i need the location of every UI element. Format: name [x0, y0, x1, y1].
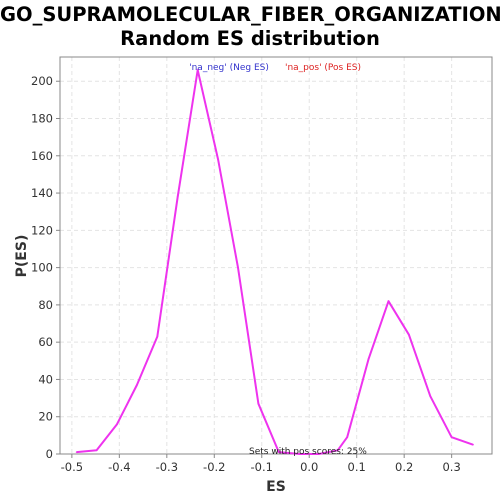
data-point	[116, 423, 118, 425]
data-point	[451, 436, 453, 438]
x-tick-label: 0.3	[442, 460, 460, 474]
plot-frame	[60, 57, 492, 454]
data-point	[368, 358, 370, 360]
y-tick-label: 20	[38, 410, 53, 424]
x-tick-label: -0.3	[156, 460, 178, 474]
x-tick-label: -0.5	[61, 460, 83, 474]
x-tick-label: 0.2	[395, 460, 413, 474]
pos-scores-annotation: Sets with pos scores: 25%	[249, 447, 367, 457]
data-point	[472, 444, 474, 446]
y-tick-label: 0	[46, 447, 53, 461]
legend-item-neg: 'na_neg' (Neg ES)	[189, 63, 269, 73]
y-tick-label: 140	[31, 186, 53, 200]
x-tick-label: -0.2	[203, 460, 225, 474]
y-tick-label: 120	[31, 223, 53, 237]
y-tick-label: 40	[38, 372, 53, 386]
x-tick-label: -0.4	[108, 460, 130, 474]
data-point	[346, 436, 348, 438]
es-distribution-line	[77, 70, 473, 454]
x-tick-label: 0.0	[300, 460, 318, 474]
y-tick-label: 200	[31, 74, 53, 88]
data-point	[237, 267, 239, 269]
y-axis-label: P(ES)	[14, 235, 30, 278]
y-tick-label: 80	[38, 298, 53, 312]
data-point	[76, 451, 78, 453]
tick-layer: -0.5 -0.4 -0.3 -0.2 -0.1 0.0 0.1 0.2 0.3 0 20 40 60 8…	[31, 74, 461, 474]
data-point	[136, 384, 138, 386]
data-point	[388, 300, 390, 302]
y-tick-label: 180	[31, 112, 53, 126]
x-axis-label: ES	[266, 479, 286, 495]
data-point	[408, 334, 410, 336]
y-tick-label: 160	[31, 149, 53, 163]
data-point	[157, 336, 159, 338]
x-tick-label: 0.1	[348, 460, 366, 474]
data-point	[177, 196, 179, 198]
data-point	[217, 159, 219, 161]
x-tick-label: -0.1	[251, 460, 273, 474]
y-tick-label: 100	[31, 261, 53, 275]
legend-item-pos: 'na_pos' (Pos ES)	[285, 63, 361, 73]
grid-lines	[60, 57, 492, 454]
data-point	[429, 395, 431, 397]
y-tick-label: 60	[38, 335, 53, 349]
data-point	[96, 449, 98, 451]
data-point	[258, 403, 260, 405]
series-layer	[76, 69, 474, 455]
